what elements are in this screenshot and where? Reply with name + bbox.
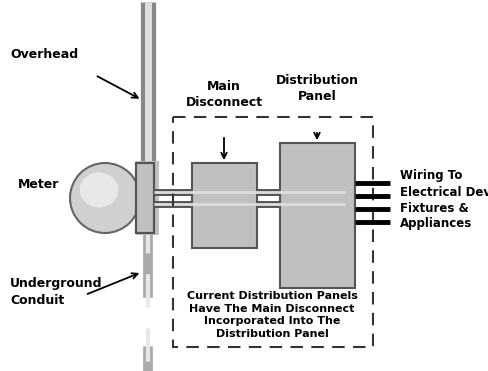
Text: Main
Disconnect: Main Disconnect — [185, 81, 263, 109]
Text: Meter: Meter — [18, 178, 60, 191]
Text: Underground
Conduit: Underground Conduit — [10, 278, 102, 306]
Bar — [192, 163, 257, 248]
Bar — [280, 143, 355, 288]
Ellipse shape — [80, 173, 118, 207]
Text: Wiring To
Electrical Devices,
Fixtures &
Appliances: Wiring To Electrical Devices, Fixtures &… — [400, 170, 488, 230]
Text: Current Distribution Panels
Have The Main Disconnect
Incorporated Into The
Distr: Current Distribution Panels Have The Mai… — [186, 291, 357, 339]
Text: Overhead: Overhead — [10, 49, 78, 62]
Bar — [136, 163, 154, 233]
Bar — [136, 161, 159, 235]
Bar — [136, 163, 154, 233]
Bar — [173, 117, 373, 347]
Text: Distribution
Panel: Distribution Panel — [276, 73, 359, 102]
Ellipse shape — [70, 163, 140, 233]
